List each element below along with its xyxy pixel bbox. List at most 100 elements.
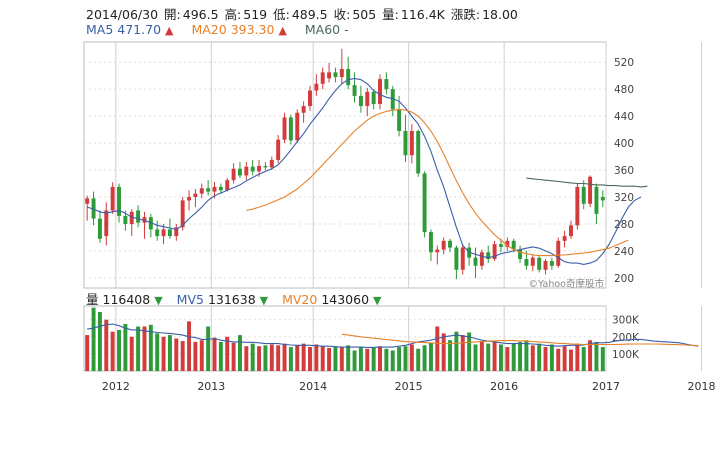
- price-tick-label: 440: [614, 111, 634, 123]
- volume-bar: [193, 341, 198, 371]
- volume-bar: [244, 346, 249, 371]
- mv20-arrow-icon: ▼: [373, 294, 382, 307]
- candle-body: [193, 193, 198, 198]
- x-axis: 2012 2013 2014 2015 2016 2017 2018: [102, 380, 716, 393]
- volume-legend-item: 量 116408 ▼: [86, 292, 167, 307]
- volume-bar: [486, 343, 491, 371]
- candle-body: [365, 91, 370, 107]
- volume-bar: [282, 343, 287, 371]
- candle-body: [346, 68, 351, 86]
- price-tick-label: 320: [614, 192, 634, 204]
- x-tick-label: 2012: [102, 380, 130, 393]
- volume-bar: [295, 345, 300, 371]
- candle-body: [142, 217, 147, 223]
- volume-arrow-icon: ▼: [154, 294, 163, 307]
- change-value: 18.00: [482, 7, 518, 22]
- volume-name: 量: [86, 292, 99, 307]
- volume-bar: [327, 347, 332, 371]
- volume-bar: [365, 348, 370, 371]
- candle-body: [448, 240, 453, 248]
- volume-bar: [225, 336, 230, 371]
- volume-bar: [199, 340, 204, 371]
- candle-body: [416, 130, 421, 174]
- volume-bar: [492, 341, 497, 371]
- candle-body: [537, 257, 542, 270]
- volume-bar: [569, 349, 573, 371]
- quote-header: 2014/06/30 開: 496.5 高: 519 低: 489.5 收: 505 量…: [86, 4, 520, 23]
- low-value: 489.5: [291, 7, 328, 22]
- candle-body: [110, 186, 115, 211]
- ma5-value: 471.70: [117, 22, 162, 37]
- x-tick-label: 2015: [395, 380, 423, 393]
- candle-body: [390, 89, 395, 110]
- volume-bar: [518, 341, 523, 371]
- candle-body: [257, 166, 262, 172]
- mv5-value: 131638: [207, 292, 256, 307]
- candle-body: [549, 261, 554, 266]
- volume-bar: [288, 347, 293, 371]
- volume-bar: [187, 321, 192, 371]
- volume-bar: [123, 323, 128, 371]
- volume-bar: [581, 347, 586, 371]
- volume-bar: [505, 347, 510, 371]
- candle-body: [104, 210, 109, 237]
- volume-panel: 100K 200K 300K: [83, 305, 702, 372]
- ma60-legend: MA60 -: [305, 22, 349, 37]
- candle-body: [505, 240, 510, 247]
- candle-body: [85, 198, 90, 204]
- volume-bar: [448, 340, 453, 371]
- x-tick-label: 2017: [592, 380, 620, 393]
- volume-bar: [409, 344, 414, 371]
- volume-bar: [129, 336, 134, 371]
- candle-body: [295, 112, 300, 141]
- candle-body: [371, 91, 376, 105]
- candle-body: [161, 229, 166, 237]
- candle-body: [187, 197, 192, 201]
- volume-bar: [556, 348, 561, 371]
- ma60-value: -: [344, 22, 349, 37]
- candle-body: [543, 261, 548, 270]
- candle-body: [148, 217, 153, 230]
- candle-body: [276, 139, 281, 160]
- candle-body: [562, 236, 567, 241]
- candle-body: [320, 72, 325, 84]
- candle-body: [473, 257, 478, 266]
- candle-body: [518, 249, 523, 260]
- mv5-arrow-icon: ▼: [259, 294, 269, 307]
- candle-body: [174, 227, 179, 237]
- x-tick-label: 2016: [490, 380, 518, 393]
- candle-body: [97, 218, 102, 239]
- volume-bar: [428, 342, 433, 371]
- volume-bar: [460, 335, 465, 371]
- volume-bar: [174, 338, 179, 371]
- candle-body: [498, 244, 503, 247]
- volume-bar: [155, 333, 160, 371]
- volume-bar: [498, 344, 503, 371]
- volume-bar: [167, 335, 172, 371]
- volume-bar: [263, 345, 268, 371]
- candle-body: [136, 210, 141, 223]
- volume-bar: [104, 319, 109, 371]
- candle-body: [530, 257, 535, 266]
- volume-bar: [562, 346, 567, 371]
- volume-bar: [537, 343, 542, 371]
- volume-bar: [352, 350, 357, 371]
- candle-body: [378, 79, 382, 105]
- volume-bar: [588, 340, 593, 371]
- candle-body: [479, 252, 484, 266]
- price-tick-label: 400: [614, 138, 634, 150]
- candle-body: [218, 186, 223, 191]
- volume-bar: [479, 341, 484, 371]
- price-tick-label: 360: [614, 165, 634, 177]
- volume-tick-label: 300K: [612, 315, 640, 327]
- high-label: 高:: [224, 7, 242, 22]
- volume-bar: [218, 341, 223, 371]
- candle-body: [231, 168, 236, 181]
- candle-body: [556, 240, 561, 266]
- volume-bar: [467, 332, 472, 371]
- ma-legend: MA5 471.70 ▲ MA20 393.30 ▲ MA60 -: [86, 22, 363, 37]
- candle-body: [91, 198, 96, 219]
- candle-body: [435, 249, 440, 253]
- candle-body: [269, 159, 274, 168]
- candle-body: [237, 168, 242, 176]
